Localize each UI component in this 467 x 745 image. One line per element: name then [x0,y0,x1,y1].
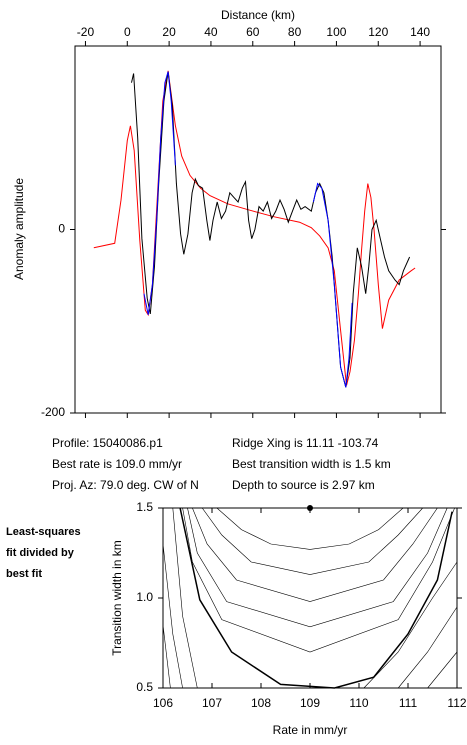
y-tick-label: 1.0 [136,590,153,604]
annotation: Proj. Az: 79.0 deg. CW of N [52,478,199,492]
annotation: Best rate is 109.0 mm/yr [52,457,182,471]
x-tick-label: 111 [399,696,418,710]
x-tick-label: 20 [162,25,176,39]
contour-line [363,561,458,689]
x-tick-label: 106 [153,696,173,710]
contour-line [192,507,438,602]
y-tick-label: 1.5 [136,500,153,514]
x-tick-label: 100 [326,25,346,39]
data-line [93,70,416,386]
contour-line [201,507,423,575]
x-tick-label: 0 [124,25,131,39]
contour-line [427,651,458,689]
y-axis-title: Anomaly amplitude [12,178,26,280]
y-tick-label: 0 [58,222,65,236]
annotation: Best transition width is 1.5 km [232,457,391,471]
x-tick-label: 140 [410,25,430,39]
contour-line [162,543,183,689]
x-tick-label: 112 [447,696,466,710]
x-tick-label: 110 [349,696,368,710]
plot-frame [74,45,442,414]
x-axis-title: Rate in mm/yr [273,723,348,737]
data-line [143,71,353,388]
contour-line [182,507,455,653]
x-tick-label: 107 [202,696,222,710]
annotation: Profile: 15040086.p1 [52,436,163,450]
annotation: Depth to source is 2.97 km [232,478,375,492]
x-tick-label: 80 [288,25,302,39]
data-line [131,71,411,388]
contour-frame [162,507,458,689]
contour-line [397,606,458,689]
contour-line [187,507,448,628]
contour-line [162,624,171,689]
x-tick-label: -20 [77,25,95,39]
x-axis-title: Distance (km) [221,8,295,22]
x-tick-label: 40 [204,25,218,39]
contour-line [216,507,404,550]
x-tick-label: 108 [251,696,271,710]
note: best fit [6,568,42,580]
note: fit divided by [6,547,75,559]
x-tick-label: 60 [246,25,260,39]
contour-line [172,507,198,689]
y-tick-label: -200 [41,405,65,419]
annotation: Ridge Xing is 11.11 -103.74 [232,436,379,450]
best-fit-point [307,505,313,511]
note: Least-squares [6,526,81,538]
x-tick-label: 120 [368,25,388,39]
y-axis-title: Transition width in km [110,540,124,656]
y-tick-label: 0.5 [136,680,153,694]
x-tick-label: 109 [300,696,320,710]
contour-line [179,507,453,689]
